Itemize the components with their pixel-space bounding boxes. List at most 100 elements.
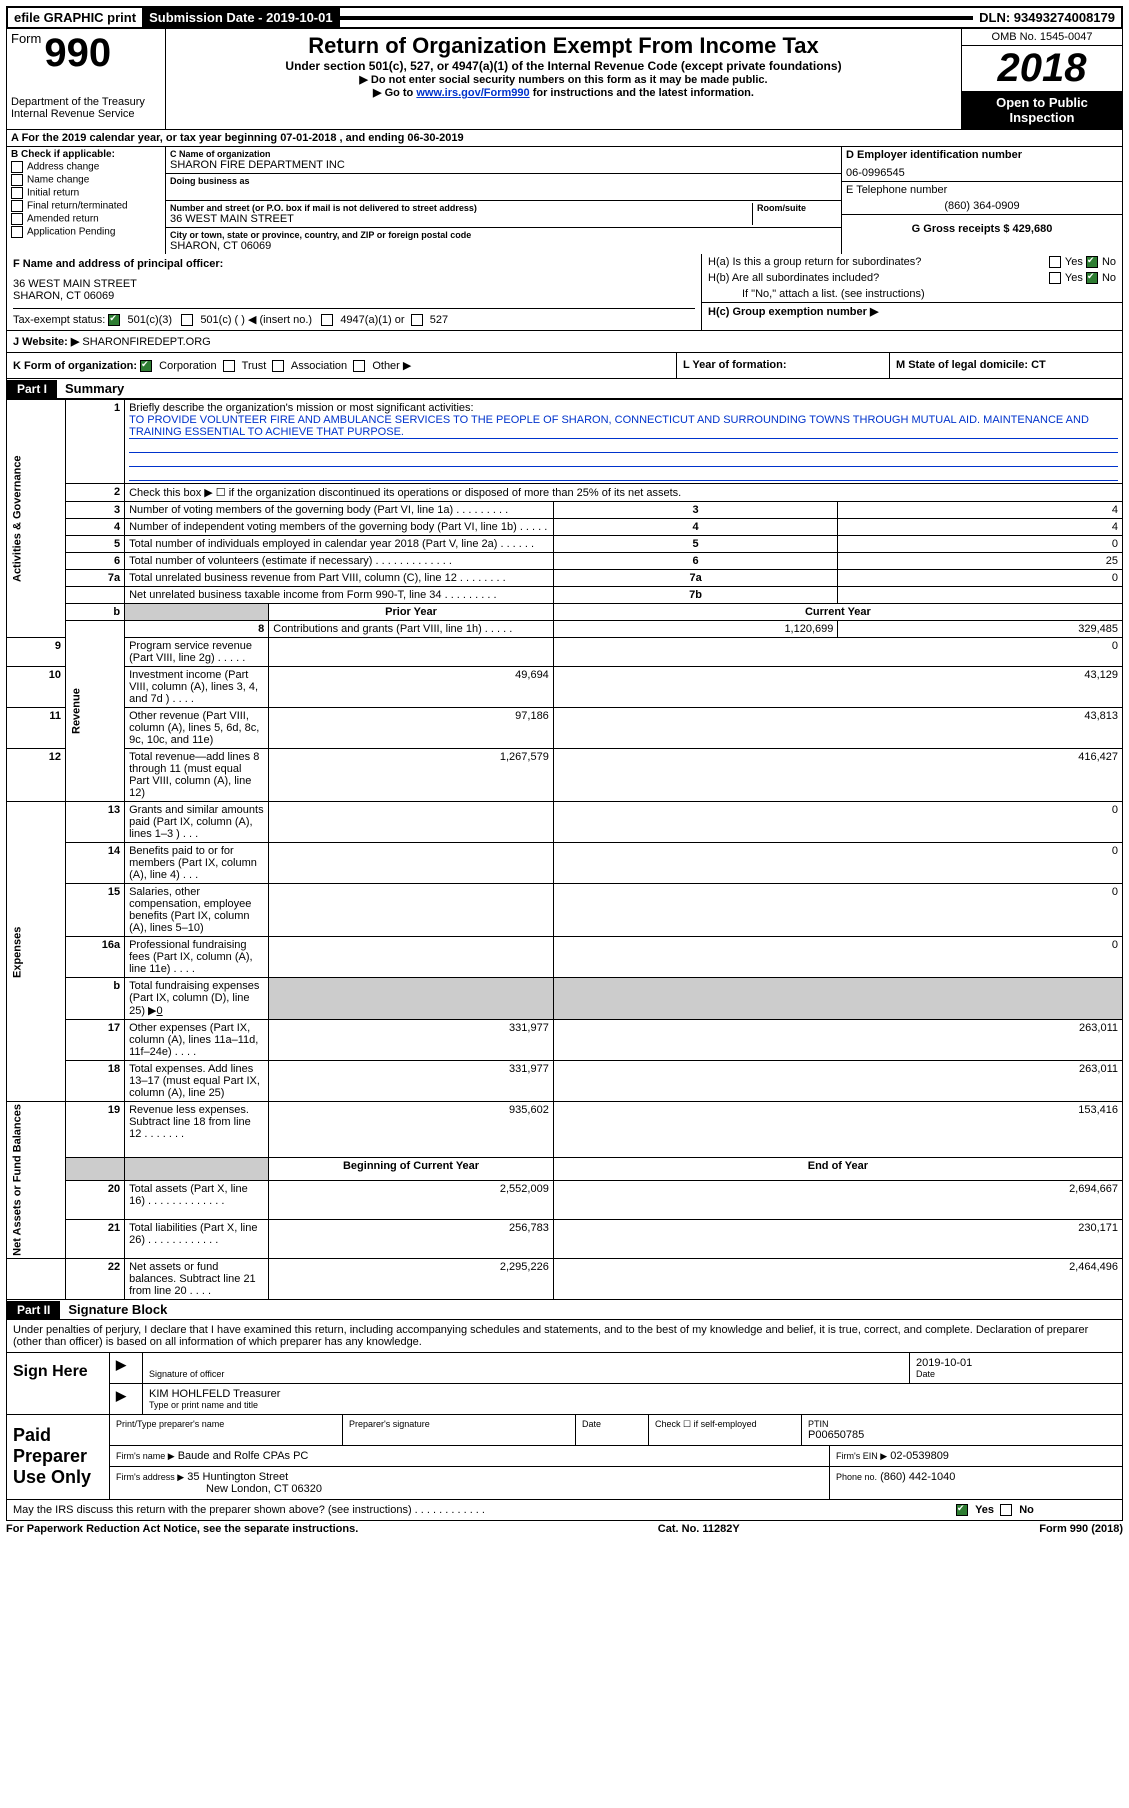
chk-address-change[interactable]	[11, 161, 23, 173]
row-22-desc: Net assets or fund balances. Subtract li…	[125, 1259, 269, 1300]
side-netassets: Net Assets or Fund Balances	[7, 1102, 66, 1259]
row-9-desc: Program service revenue (Part VIII, line…	[125, 638, 269, 667]
dln: DLN: 93493274008179	[973, 8, 1121, 27]
dept-treasury: Department of the Treasury	[11, 96, 161, 108]
hc-group-exemption: H(c) Group exemption number ▶	[702, 302, 1122, 320]
row-16b-desc: Total fundraising expenses (Part IX, col…	[125, 978, 269, 1020]
chk-ha-no[interactable]	[1086, 256, 1098, 268]
row-4-desc: Number of independent voting members of …	[125, 519, 554, 536]
chk-4947[interactable]	[321, 314, 333, 326]
state-domicile: M State of legal domicile: CT	[889, 353, 1122, 378]
row-21-prior: 256,783	[269, 1219, 554, 1258]
hb-note: If "No," attach a list. (see instruction…	[702, 286, 1122, 302]
header-center: Return of Organization Exempt From Incom…	[166, 29, 962, 129]
prep-date-label: Date	[582, 1419, 642, 1429]
sig-officer-label: Signature of officer	[149, 1369, 903, 1379]
lbl-address-change: Address change	[27, 162, 99, 173]
ein-label: D Employer identification number	[846, 149, 1118, 161]
lbl-4947: 4947(a)(1) or	[340, 314, 404, 326]
prep-sig-label: Preparer's signature	[349, 1419, 569, 1429]
lbl-ha-yes: Yes	[1065, 256, 1083, 268]
note2-pre: ▶ Go to	[373, 87, 416, 99]
chk-other[interactable]	[353, 360, 365, 372]
chk-discuss-yes[interactable]	[956, 1504, 968, 1516]
current-year-hdr: Current Year	[553, 604, 1122, 621]
row-b-shade	[125, 604, 269, 621]
website-url[interactable]: SHARONFIREDEPT.ORG	[82, 336, 210, 348]
row-17-prior: 331,977	[269, 1020, 554, 1061]
firm-addr1: 35 Huntington Street	[187, 1471, 288, 1483]
row-1-mission: Briefly describe the organization's miss…	[125, 400, 1123, 484]
footer-cat-no: Cat. No. 11282Y	[658, 1523, 740, 1535]
row-1-num: 1	[66, 400, 125, 484]
form-note-2: ▶ Go to www.irs.gov/Form990 for instruct…	[172, 86, 955, 99]
row-19-desc: Revenue less expenses. Subtract line 18 …	[125, 1102, 269, 1157]
chk-trust[interactable]	[223, 360, 235, 372]
note2-post: for instructions and the latest informat…	[533, 87, 754, 99]
header-left: Form 990 Department of the Treasury Inte…	[7, 29, 166, 129]
firm-name-label: Firm's name ▶	[116, 1451, 175, 1461]
part-1-tag: Part I	[7, 380, 57, 398]
row-18-prior: 331,977	[269, 1061, 554, 1102]
firm-name: Baude and Rolfe CPAs PC	[178, 1450, 309, 1462]
efile-label[interactable]: efile GRAPHIC print	[8, 8, 143, 27]
part-2-tag: Part II	[7, 1301, 60, 1319]
firm-addr2: New London, CT 06320	[206, 1483, 322, 1495]
section-bcd: B Check if applicable: Address change Na…	[6, 147, 1123, 254]
section-h: H(a) Is this a group return for subordin…	[702, 254, 1122, 330]
chk-initial-return[interactable]	[11, 187, 23, 199]
row-5-val: 0	[838, 536, 1123, 553]
chk-name-change[interactable]	[11, 174, 23, 186]
city-state-zip: SHARON, CT 06069	[170, 240, 837, 252]
chk-discuss-no[interactable]	[1000, 1504, 1012, 1516]
sign-here: Sign Here	[7, 1353, 110, 1414]
row-14-prior	[269, 843, 554, 884]
row-4-val: 4	[838, 519, 1123, 536]
footer-left: For Paperwork Reduction Act Notice, see …	[6, 1523, 358, 1535]
declaration: Under penalties of perjury, I declare th…	[7, 1320, 1122, 1352]
chk-501c3[interactable]	[108, 314, 120, 326]
row-12-desc: Total revenue—add lines 8 through 11 (mu…	[125, 749, 269, 802]
prep-name-label: Print/Type preparer's name	[116, 1419, 336, 1429]
chk-final-return[interactable]	[11, 200, 23, 212]
chk-self-employed[interactable]: Check ☐ if self-employed	[655, 1419, 795, 1430]
chk-527[interactable]	[411, 314, 423, 326]
chk-amended[interactable]	[11, 213, 23, 225]
chk-501c[interactable]	[181, 314, 193, 326]
row-8-prior: 1,120,699	[553, 621, 838, 638]
officer-addr2: SHARON, CT 06069	[13, 290, 695, 302]
principal-officer: F Name and address of principal officer:…	[7, 254, 702, 330]
row-7b-desc: Net unrelated business taxable income fr…	[125, 587, 554, 604]
chk-corporation[interactable]	[140, 360, 152, 372]
side-activities: Activities & Governance	[7, 400, 66, 638]
row-18-desc: Total expenses. Add lines 13–17 (must eq…	[125, 1061, 269, 1102]
room-label: Room/suite	[757, 203, 837, 213]
row-16a-prior	[269, 937, 554, 978]
lbl-corporation: Corporation	[159, 360, 216, 372]
col-c-org-info: C Name of organization SHARON FIRE DEPAR…	[166, 147, 842, 254]
row-9-curr: 0	[553, 638, 1122, 667]
chk-hb-yes[interactable]	[1049, 272, 1061, 284]
chk-app-pending[interactable]	[11, 226, 23, 238]
row-2: Check this box ▶ ☐ if the organization d…	[125, 484, 1123, 502]
row-15-curr: 0	[553, 884, 1122, 937]
chk-association[interactable]	[272, 360, 284, 372]
lbl-initial-return: Initial return	[27, 188, 79, 199]
chk-ha-yes[interactable]	[1049, 256, 1061, 268]
form-word: Form	[11, 31, 41, 46]
section-klm: K Form of organization: Corporation Trus…	[6, 353, 1123, 379]
topbar: efile GRAPHIC print Submission Date - 20…	[6, 6, 1123, 29]
form-note-1: ▶ Do not enter social security numbers o…	[172, 73, 955, 86]
row-10-prior: 49,694	[269, 667, 554, 708]
row-13-desc: Grants and similar amounts paid (Part IX…	[125, 802, 269, 843]
irs-link[interactable]: www.irs.gov/Form990	[416, 87, 529, 99]
topbar-spacer	[340, 16, 974, 20]
row-21-desc: Total liabilities (Part X, line 26) . . …	[125, 1219, 269, 1258]
row-13-prior	[269, 802, 554, 843]
row-7a-val: 0	[838, 570, 1123, 587]
row-18-curr: 263,011	[553, 1061, 1122, 1102]
phone: (860) 442-1040	[880, 1471, 955, 1483]
col-b-checkboxes: B Check if applicable: Address change Na…	[7, 147, 166, 254]
lbl-discuss-yes: Yes	[975, 1504, 994, 1516]
chk-hb-no[interactable]	[1086, 272, 1098, 284]
